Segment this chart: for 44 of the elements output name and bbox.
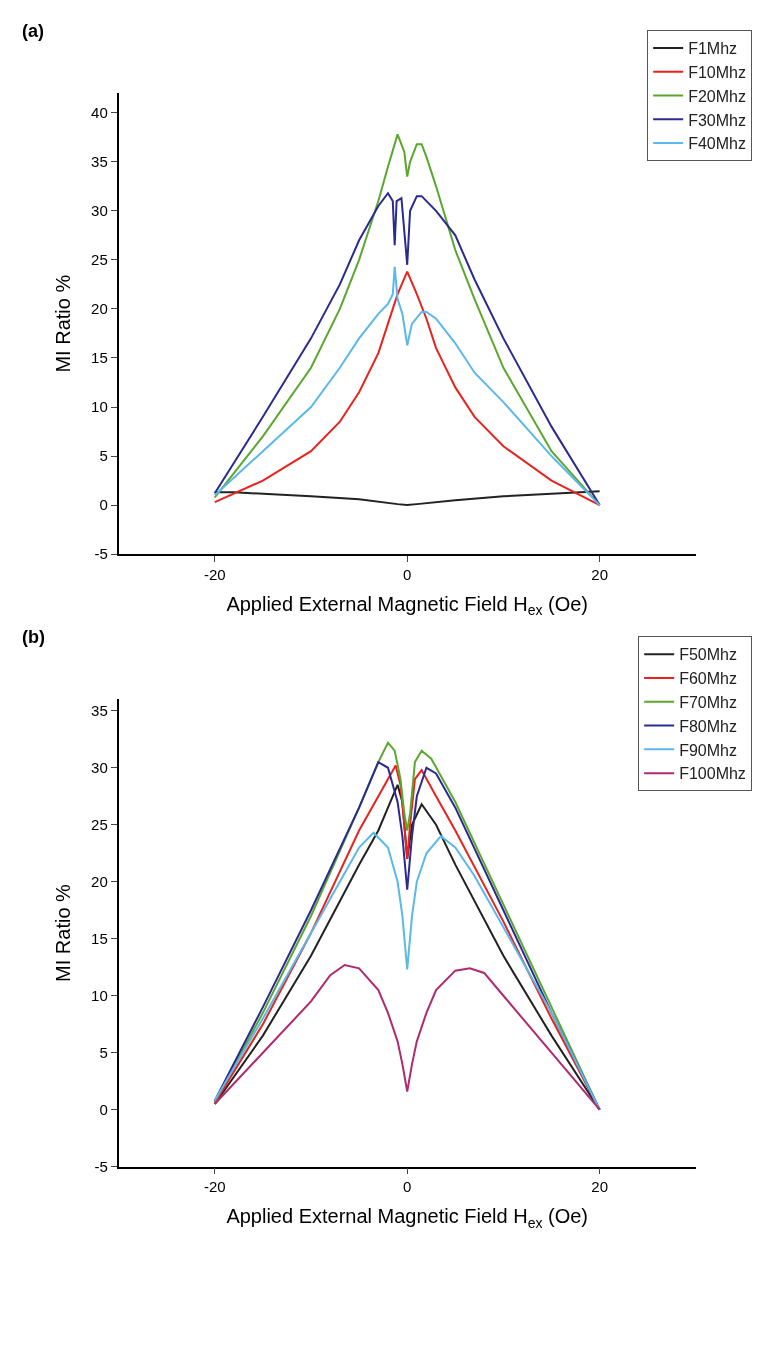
y-tick-label: 40 [91,104,108,122]
line-series [213,963,601,1111]
y-tick-label: -5 [94,1157,108,1175]
y-tick-label: 0 [99,496,108,514]
chart-title: (b) [22,627,45,647]
legend-label: F60Mhz [679,670,737,688]
x-tick-label: -20 [203,565,226,583]
x-axis-title: Applied External Magnetic Field H$_{ex}$ (Oe) [226,592,589,619]
x-tick-label: 20 [591,1178,608,1196]
legend-label: F10Mhz [688,63,746,81]
legend-label: F80Mhz [679,717,737,735]
y-tick-label: 30 [91,202,108,220]
chart-title: (a) [22,21,44,41]
y-tick-label: 30 [91,759,108,777]
legend-label: F20Mhz [688,87,746,105]
y-tick-label: 35 [91,702,108,720]
legend-label: F40Mhz [688,135,746,153]
y-tick-label: 15 [91,929,108,947]
legend-label: F1Mhz [688,40,738,58]
legend-label: F30Mhz [688,111,746,129]
x-tick-label: 0 [403,1178,412,1196]
x-axis-title: Applied External Magnetic Field H$_{ex}$ (Oe) [226,1205,589,1231]
y-tick-label: 15 [91,349,108,367]
y-tick-label: 25 [91,251,108,269]
y-tick-label: 35 [91,153,108,171]
legend-label: F100Mhz [679,765,746,783]
x-tick-label: -20 [203,1178,226,1196]
x-tick-label: 0 [403,565,412,583]
y-tick-label: 10 [91,398,108,416]
y-tick-label: 25 [91,816,108,834]
y-tick-label: 0 [99,1100,108,1118]
y-tick-label: 5 [99,447,108,465]
y-tick-label: 20 [91,300,108,318]
y-axis-title: MI Ratio % [52,274,75,373]
y-tick-label: -5 [94,545,108,563]
y-tick-label: 20 [91,873,108,890]
y-tick-label: 10 [91,986,108,1004]
legend-label: F50Mhz [679,646,737,664]
y-axis-title: MI Ratio % [52,883,75,982]
x-tick-label: 20 [591,565,608,583]
legend-label: F90Mhz [679,741,737,759]
line-series [213,192,601,507]
legend-label: F70Mhz [679,693,737,711]
y-tick-label: 5 [99,1043,108,1061]
